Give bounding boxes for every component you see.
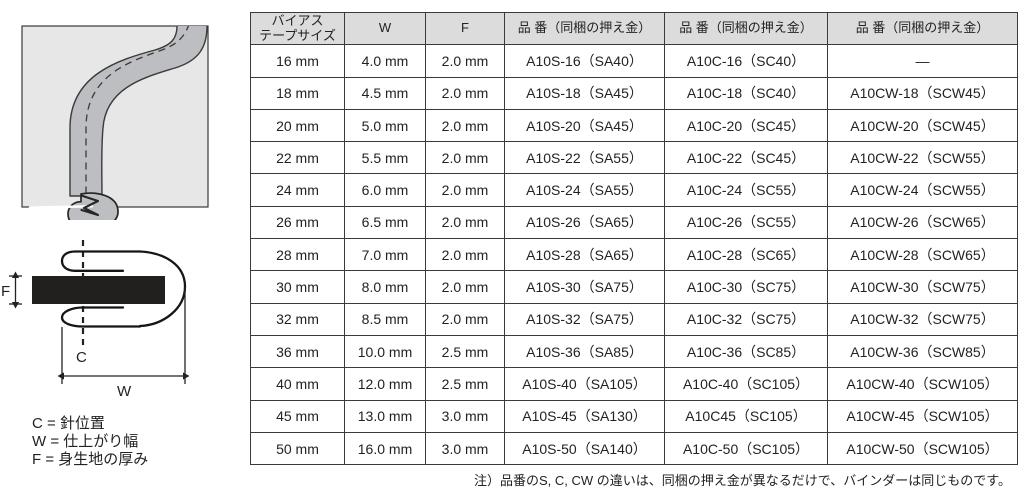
- svg-text:W = 仕上がり幅: W = 仕上がり幅: [32, 433, 138, 450]
- svg-text:F: F: [1, 283, 10, 300]
- svg-text:C: C: [76, 349, 87, 366]
- svg-text:C = 針位置: C = 針位置: [32, 415, 105, 432]
- svg-text:F = 身生地の厚み: F = 身生地の厚み: [32, 451, 148, 468]
- svg-text:W: W: [117, 383, 132, 400]
